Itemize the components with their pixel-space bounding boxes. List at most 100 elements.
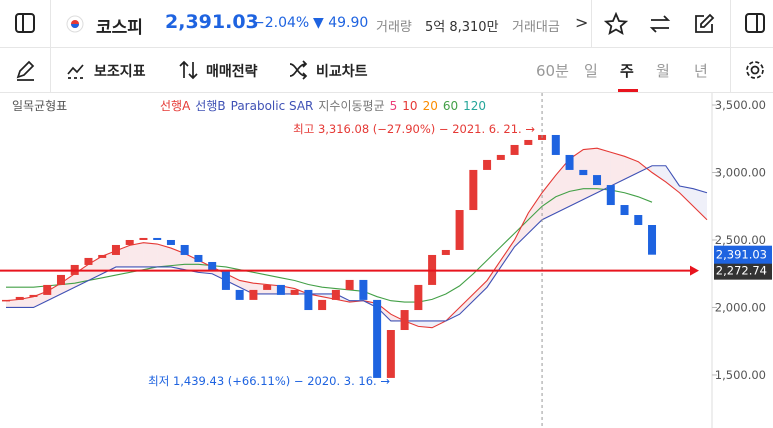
- candle: [98, 254, 107, 258]
- panel-icon[interactable]: [14, 12, 36, 34]
- swap-icon[interactable]: [648, 12, 672, 36]
- more[interactable]: >: [575, 13, 589, 32]
- candle: [345, 279, 354, 290]
- candle: [565, 154, 574, 170]
- candle: [455, 210, 464, 250]
- legend-entry: 5: [390, 99, 398, 113]
- period-tab[interactable]: 60분: [536, 62, 569, 80]
- stock-name: 코스피: [96, 18, 143, 38]
- cloud-fill-up: [390, 314, 405, 321]
- star-icon[interactable]: [604, 12, 628, 36]
- strategy-button[interactable]: 매매전략: [206, 64, 258, 80]
- divider: [50, 0, 51, 47]
- candle: [166, 239, 175, 245]
- settings-icon[interactable]: [744, 59, 766, 81]
- candle: [510, 144, 519, 155]
- price: 2,391.03: [165, 11, 259, 33]
- cloud-fill-up: [487, 260, 501, 288]
- line: [6, 188, 653, 303]
- cloud-fill-up: [610, 152, 625, 186]
- legend-entry: 120: [463, 99, 486, 113]
- annotation-low: 최저 1,439.43 (+66.11%) − 2020. 3. 16. →: [148, 374, 390, 388]
- candle: [2, 299, 10, 302]
- y-tick-label: 2,500.00: [715, 233, 766, 247]
- candle: [276, 284, 285, 295]
- candle: [483, 159, 492, 170]
- candle: [400, 310, 409, 331]
- candle: [180, 244, 189, 255]
- period-tab[interactable]: 월: [656, 62, 670, 80]
- legend-entry: 60: [443, 99, 458, 113]
- candle: [648, 225, 657, 255]
- line: [5, 147, 708, 329]
- candle: [15, 296, 24, 300]
- candle: [620, 205, 629, 216]
- candle: [318, 299, 327, 311]
- edit-icon[interactable]: [692, 12, 716, 36]
- y-tick-label: 3,500.00: [715, 98, 766, 112]
- divider: [730, 48, 731, 92]
- chart-title: 일목균형표: [12, 99, 67, 113]
- cloud-fill-up: [500, 239, 515, 267]
- cloud-fill-up: [514, 212, 529, 247]
- indicator-icon[interactable]: [66, 60, 88, 80]
- period-tab[interactable]: 일: [584, 62, 598, 80]
- divider: [730, 0, 731, 47]
- arrow-head: [690, 265, 699, 276]
- chart: 일목균형표 선행A 선행B Parabolic SAR 지수이동평균 5 10 20 60 12…: [0, 93, 772, 428]
- period-tab[interactable]: 년: [694, 62, 708, 80]
- cloud-fill-up: [638, 161, 653, 173]
- legend-entry: 20: [423, 99, 438, 113]
- legend-entry: 10: [402, 99, 417, 113]
- strategy-icon[interactable]: [178, 60, 200, 80]
- cloud-fill-up: [555, 159, 570, 213]
- legend-entry: 지수이동평균: [318, 99, 384, 113]
- legend-entry: 선행A: [160, 98, 191, 113]
- candle: [469, 169, 478, 211]
- volume: 5억 8,310만: [425, 20, 499, 35]
- active-underline: [618, 89, 638, 92]
- candle: [194, 254, 203, 262]
- candle: [359, 279, 368, 300]
- price-box-label: 2,391.03: [716, 248, 767, 262]
- candle: [43, 284, 52, 295]
- price-box-label: 2,272.74: [716, 264, 767, 278]
- candle: [551, 134, 560, 155]
- candle: [111, 244, 120, 255]
- candle: [290, 289, 299, 295]
- draw-icon[interactable]: [14, 59, 36, 81]
- y-tick-label: 3,000.00: [715, 165, 766, 179]
- candle: [249, 289, 258, 300]
- candle: [304, 289, 313, 311]
- candle: [208, 261, 217, 270]
- candle: [634, 215, 643, 226]
- candle: [153, 237, 162, 240]
- candle: [56, 274, 65, 285]
- indicators-button[interactable]: 보조지표: [94, 64, 146, 80]
- cloud-fill-up: [473, 280, 488, 301]
- compare-button[interactable]: 비교차트: [316, 64, 368, 80]
- legend-entry: Parabolic SAR: [231, 99, 314, 113]
- panel-icon[interactable]: [744, 12, 766, 34]
- y-tick-label: 1,500.00: [715, 368, 766, 382]
- price-box: [714, 245, 772, 264]
- period-tab[interactable]: 주: [620, 62, 634, 80]
- candle: [125, 239, 134, 245]
- cloud-fill-up: [47, 283, 61, 301]
- flag: [66, 15, 84, 33]
- cloud-fill-up: [143, 242, 158, 267]
- compare-icon[interactable]: [288, 60, 310, 80]
- legend-entry: 선행B: [195, 98, 225, 113]
- candle: [373, 299, 382, 378]
- tool-bar: 보조지표 매매전략 비교차트 60분 일 주 월 년: [0, 48, 773, 93]
- candle: [579, 169, 588, 176]
- candle: [331, 289, 340, 300]
- cloud-fill-up: [583, 148, 598, 200]
- cloud-fill-up: [129, 242, 144, 267]
- cloud-fill-up: [624, 156, 639, 180]
- candle: [84, 257, 93, 265]
- candle: [496, 154, 505, 160]
- candle: [606, 185, 615, 206]
- cloud-fill-up: [542, 175, 556, 220]
